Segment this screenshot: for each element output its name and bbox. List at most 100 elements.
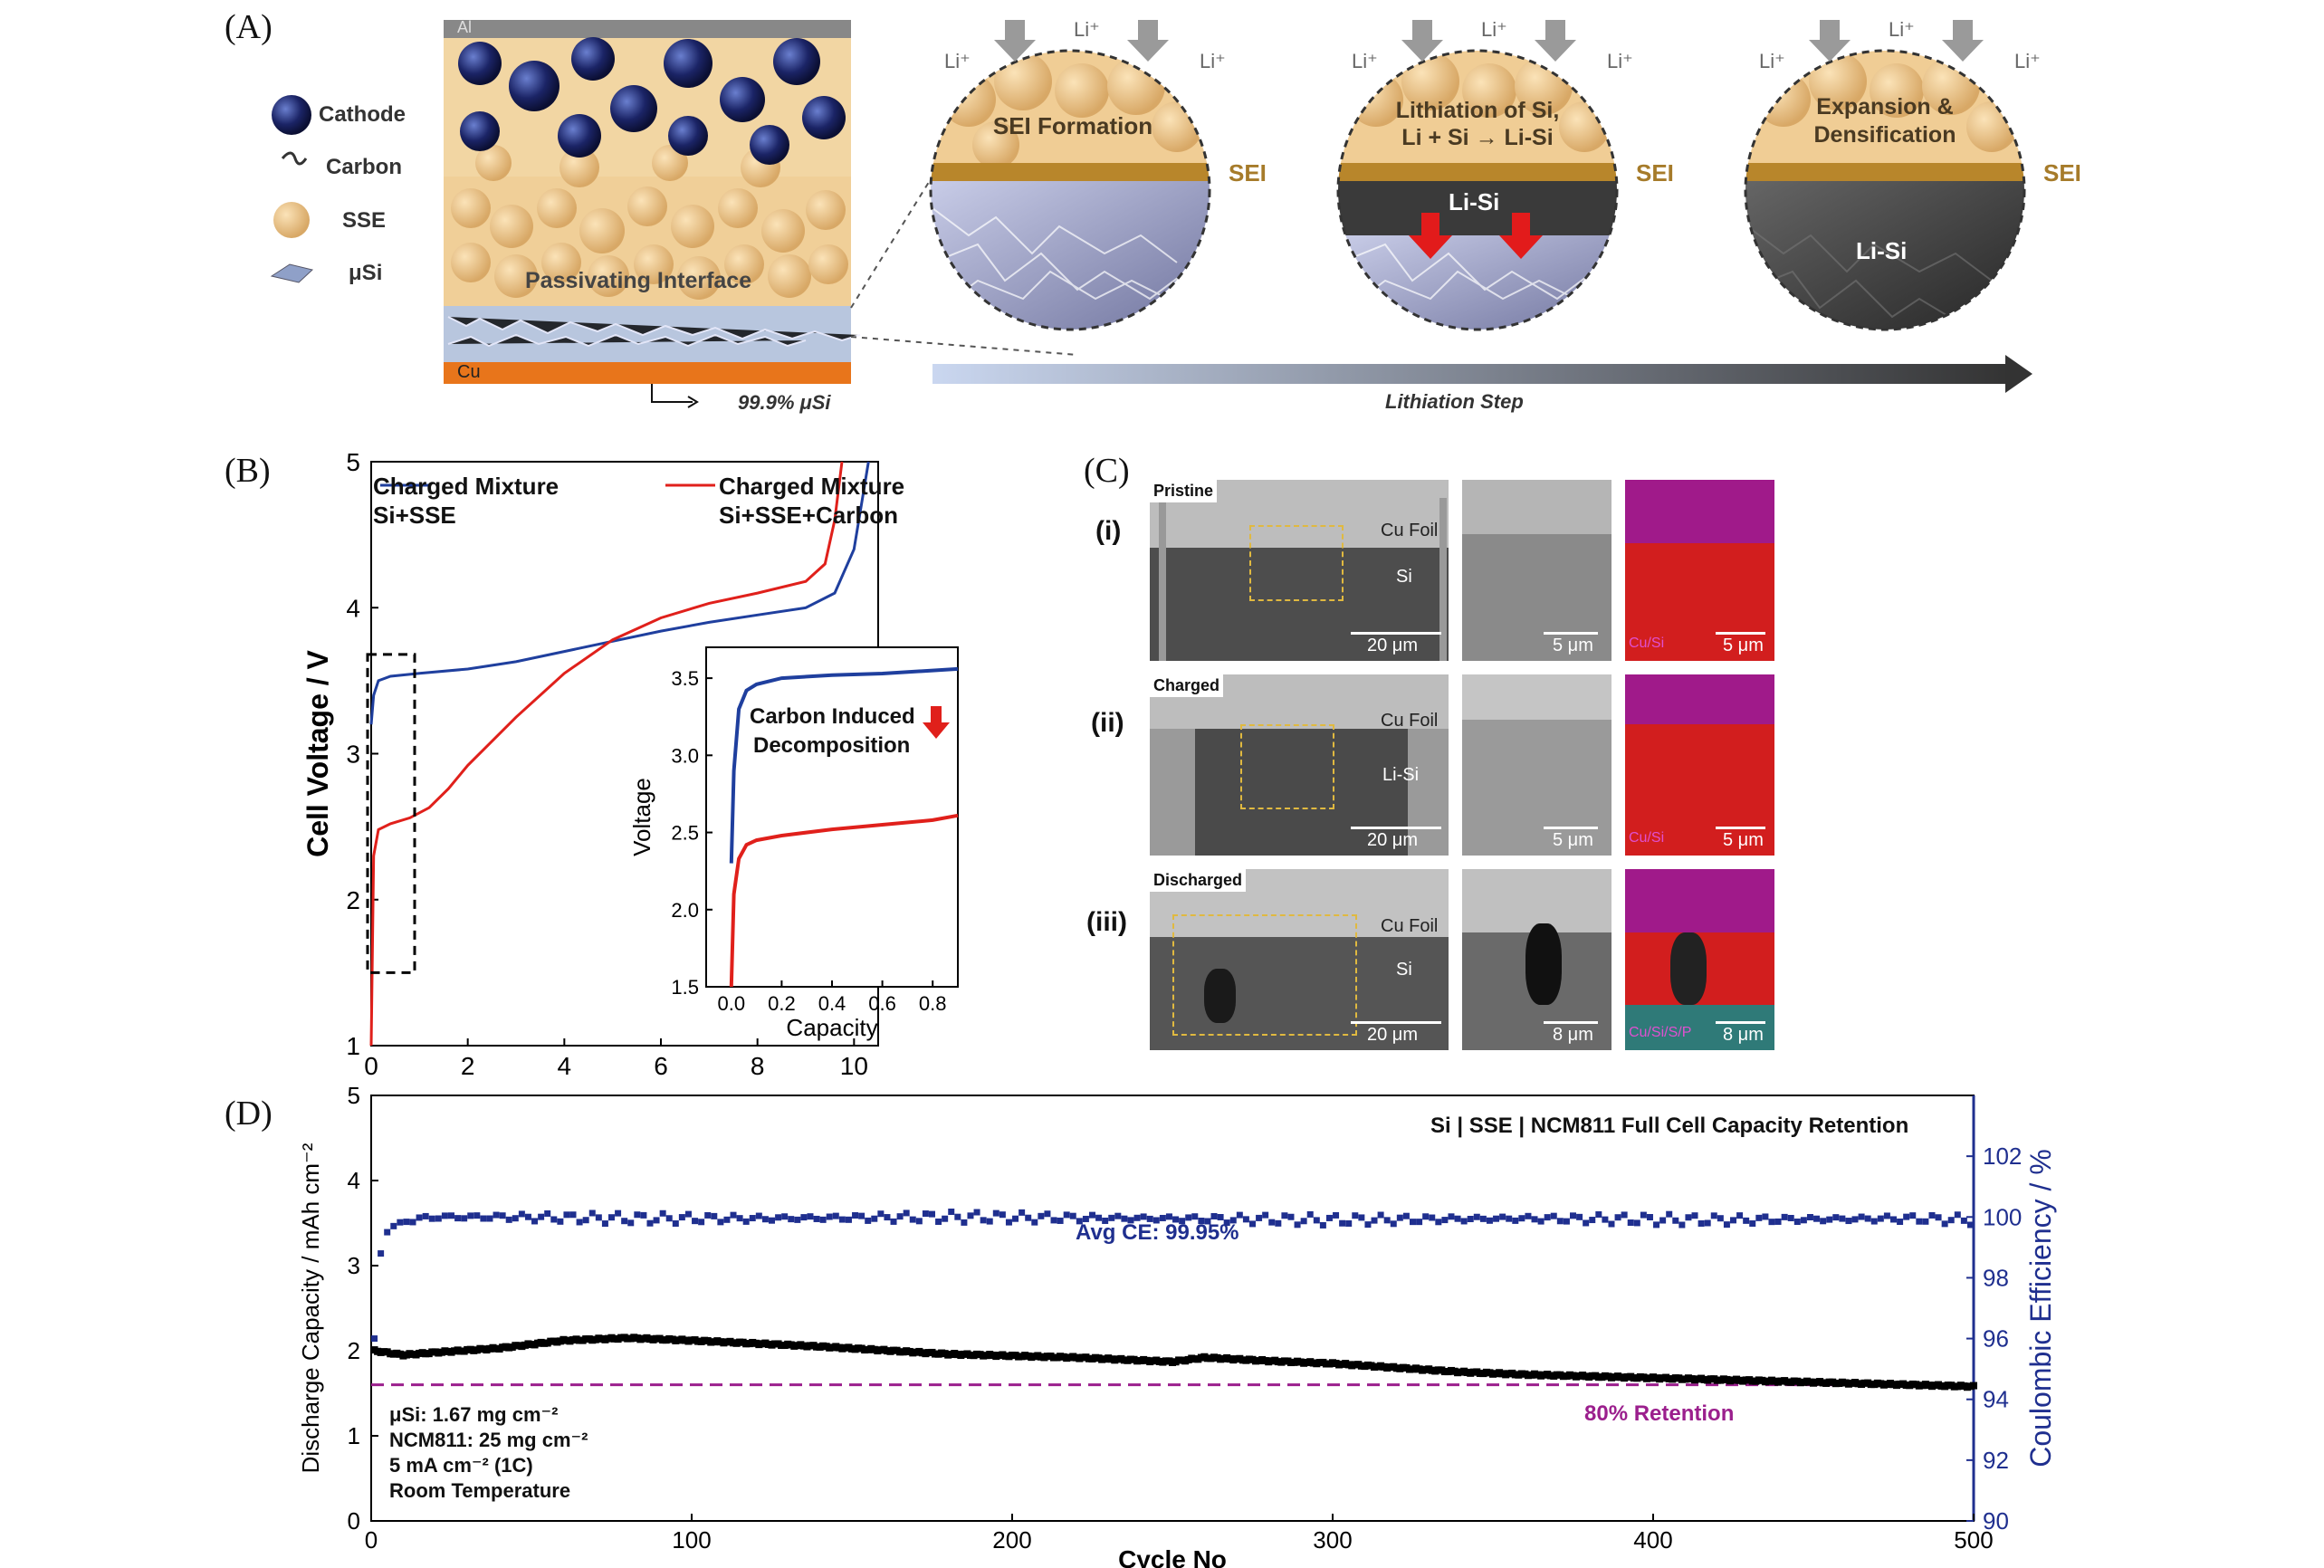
ce-point bbox=[1563, 1218, 1570, 1225]
map-label-1: Cu/Si bbox=[1629, 636, 1665, 651]
ce-point bbox=[967, 1212, 974, 1219]
y2-tick-label: 92 bbox=[1983, 1447, 2009, 1474]
ce-point bbox=[1448, 1213, 1455, 1220]
inset-x-tick-label: 0.4 bbox=[818, 992, 846, 1015]
ce-point bbox=[416, 1214, 423, 1221]
eds-map-3: Cu/Si/S/P 8 μm bbox=[1625, 869, 1774, 1050]
cu-label: Cu bbox=[457, 362, 481, 382]
y2-axis-label: Coulombic Efficiency / % bbox=[2024, 1149, 2057, 1468]
ce-point bbox=[1313, 1217, 1320, 1224]
y-tick-label: 2 bbox=[346, 886, 360, 914]
ce-point bbox=[627, 1219, 635, 1227]
sse-legend-icon bbox=[273, 202, 310, 238]
ce-point bbox=[1038, 1212, 1045, 1219]
ce-point bbox=[838, 1216, 846, 1223]
scale-main-3: 20 μm bbox=[1367, 1025, 1418, 1045]
y-tick-label: 2 bbox=[348, 1337, 360, 1364]
ce-point bbox=[1941, 1220, 1948, 1228]
ce-point bbox=[403, 1219, 410, 1226]
note-4: Room Temperature bbox=[389, 1479, 571, 1502]
ce-point bbox=[1108, 1214, 1115, 1221]
y-tick-label: 5 bbox=[348, 1086, 360, 1109]
ce-point bbox=[1422, 1213, 1430, 1220]
ce-point bbox=[646, 1219, 654, 1227]
ce-point bbox=[1262, 1211, 1269, 1219]
ce-point bbox=[1352, 1212, 1359, 1219]
ce-point bbox=[1960, 1217, 1967, 1224]
ce-point bbox=[717, 1219, 724, 1226]
y-tick-label: 0 bbox=[348, 1507, 360, 1535]
ce-point bbox=[1287, 1213, 1295, 1220]
ce-point bbox=[1883, 1212, 1890, 1219]
y-tick-label: 4 bbox=[346, 594, 360, 622]
li-plus-7: Li⁺ bbox=[1759, 50, 1785, 72]
cu-layer bbox=[444, 362, 851, 384]
y2-tick-label: 102 bbox=[1983, 1143, 2022, 1170]
ce-point bbox=[601, 1220, 608, 1228]
ce-point bbox=[935, 1218, 942, 1225]
panel-a-label: (A) bbox=[225, 8, 273, 46]
ce-point bbox=[1339, 1219, 1346, 1227]
capacity-point bbox=[1970, 1382, 1977, 1390]
ce-point bbox=[499, 1212, 506, 1219]
ce-point bbox=[698, 1219, 705, 1226]
ce-point bbox=[1140, 1213, 1147, 1220]
legend-si: μSi bbox=[349, 261, 383, 285]
ce-point bbox=[665, 1215, 673, 1222]
cu-foil-label-1: Cu Foil bbox=[1381, 521, 1439, 540]
ce-point bbox=[1544, 1214, 1551, 1221]
ce-point bbox=[428, 1215, 435, 1222]
ce-point bbox=[1755, 1214, 1763, 1221]
x-tick-label: 100 bbox=[672, 1526, 711, 1554]
circle-expansion bbox=[1745, 51, 2024, 330]
inset-y-tick-label: 1.5 bbox=[671, 976, 699, 999]
sem-pristine-zoom: 5 μm bbox=[1462, 480, 1611, 661]
inset-x-tick-label: 0.2 bbox=[768, 992, 796, 1015]
ce-point bbox=[1646, 1213, 1653, 1220]
ce-point bbox=[371, 1335, 378, 1343]
ce-point bbox=[1506, 1215, 1513, 1222]
carbon-legend-icon bbox=[281, 151, 308, 166]
ce-point bbox=[569, 1211, 577, 1219]
ce-point bbox=[1159, 1214, 1166, 1221]
lithiation-label-1: Lithiation of Si, bbox=[1395, 98, 1560, 123]
ce-point bbox=[461, 1215, 468, 1222]
ce-point bbox=[588, 1209, 596, 1217]
ce-point bbox=[1717, 1215, 1724, 1222]
ce-point bbox=[845, 1216, 852, 1223]
inset-x-tick-label: 0.0 bbox=[718, 992, 746, 1015]
ce-point bbox=[538, 1213, 545, 1220]
ce-point bbox=[608, 1214, 615, 1221]
scale-main-1: 20 μm bbox=[1367, 636, 1418, 655]
ce-point bbox=[1531, 1216, 1538, 1223]
x-tick-label: 0 bbox=[364, 1052, 378, 1077]
ce-point bbox=[1666, 1210, 1673, 1218]
li-plus-8: Li⁺ bbox=[1889, 18, 1915, 41]
ce-point bbox=[749, 1215, 756, 1222]
ce-point bbox=[909, 1216, 916, 1223]
avg-ce-label: Avg CE: 99.95% bbox=[1076, 1220, 1239, 1245]
ce-point bbox=[1550, 1212, 1557, 1219]
ce-point bbox=[1743, 1217, 1750, 1224]
ce-point bbox=[1198, 1218, 1205, 1225]
ce-point bbox=[1416, 1219, 1423, 1226]
inset-y-label: Voltage bbox=[628, 778, 655, 856]
ce-point bbox=[755, 1212, 762, 1219]
ce-point bbox=[1698, 1219, 1705, 1227]
ce-point bbox=[1223, 1219, 1230, 1227]
y2-tick-label: 90 bbox=[1983, 1507, 2009, 1535]
chart-d-svg: 0 100 200 300 400 500 0 1 2 3 4 5 90 92 94 96 98 100 102 Cy… bbox=[297, 1086, 2057, 1568]
panel-c-micrographs: (i) Pristine Cu Foil Si 20 μm 5 μm Cu/Si… bbox=[1077, 471, 2073, 1059]
inset-x-tick-label: 0.6 bbox=[868, 992, 896, 1015]
li-plus-4: Li⁺ bbox=[1352, 50, 1378, 72]
note-3: 5 mA cm⁻² (1C) bbox=[389, 1454, 533, 1477]
ce-point bbox=[1005, 1219, 1012, 1226]
ce-point bbox=[1730, 1217, 1736, 1224]
scale-zoom-1: 5 μm bbox=[1553, 636, 1593, 655]
y-tick-label: 1 bbox=[346, 1032, 360, 1060]
y-tick-label: 3 bbox=[348, 1252, 360, 1279]
ce-point bbox=[1383, 1217, 1391, 1224]
ce-point bbox=[1890, 1216, 1897, 1223]
chart-d-title: Si | SSE | NCM811 Full Cell Capacity Ret… bbox=[1430, 1114, 1909, 1138]
ce-point bbox=[1268, 1219, 1276, 1226]
